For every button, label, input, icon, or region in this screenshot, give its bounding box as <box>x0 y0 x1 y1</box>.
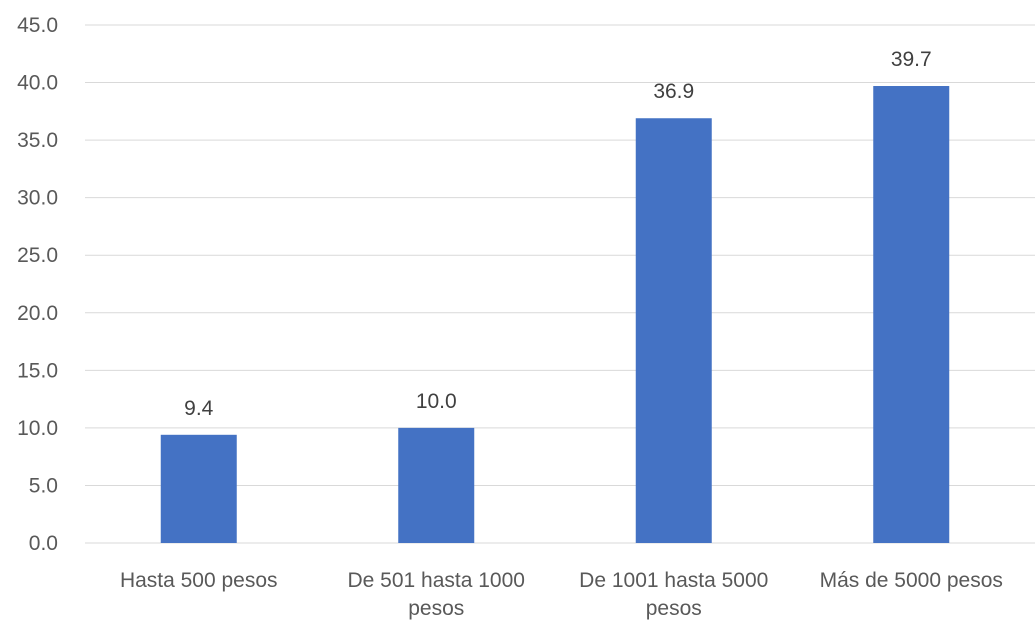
y-tick-label: 30.0 <box>17 187 58 210</box>
data-label: 9.4 <box>184 397 214 420</box>
x-category-label: De 501 hasta 1000 pesos <box>348 569 525 620</box>
x-category-label-line: Hasta 500 pesos <box>120 569 278 592</box>
x-category-label: De 1001 hasta 5000 pesos <box>579 569 768 620</box>
bar <box>398 427 475 543</box>
data-label: 10.0 <box>416 390 457 413</box>
x-category-label-line: Más de 5000 pesos <box>820 569 1003 592</box>
data-label: 39.7 <box>891 48 932 71</box>
y-tick-label: 0.0 <box>29 532 58 555</box>
x-category-label-line: De 1001 hasta 5000 <box>579 569 768 592</box>
x-category-label: Más de 5000 pesos <box>820 569 1003 592</box>
y-axis-ticks: 0.0 5.0 10.0 15.0 20.0 25.0 30.0 35.0 40.0 45.0 <box>17 14 58 555</box>
y-tick-label: 20.0 <box>17 302 58 325</box>
bars <box>160 86 950 544</box>
y-tick-label: 25.0 <box>17 244 58 267</box>
y-tick-label: 15.0 <box>17 359 58 382</box>
x-category-label-line: De 501 hasta 1000 <box>348 569 525 592</box>
y-tick-label: 40.0 <box>17 72 58 95</box>
bar <box>635 118 712 544</box>
y-tick-label: 10.0 <box>17 417 58 440</box>
y-tick-label: 5.0 <box>29 474 58 497</box>
data-label: 36.9 <box>653 80 694 103</box>
y-tick-label: 35.0 <box>17 129 58 152</box>
x-axis-categories: Hasta 500 pesos De 501 hasta 1000 pesosDe … <box>120 569 1003 620</box>
y-tick-label: 45.0 <box>17 14 58 37</box>
bar <box>160 434 237 543</box>
data-labels: 9.4 10.0 36.9 39.7 <box>184 48 932 420</box>
gridlines <box>85 24 1035 544</box>
x-category-label: Hasta 500 pesos <box>120 569 278 592</box>
x-category-label-line: pesos <box>408 597 464 620</box>
x-category-label-line: pesos <box>646 597 702 620</box>
bar <box>873 86 950 544</box>
